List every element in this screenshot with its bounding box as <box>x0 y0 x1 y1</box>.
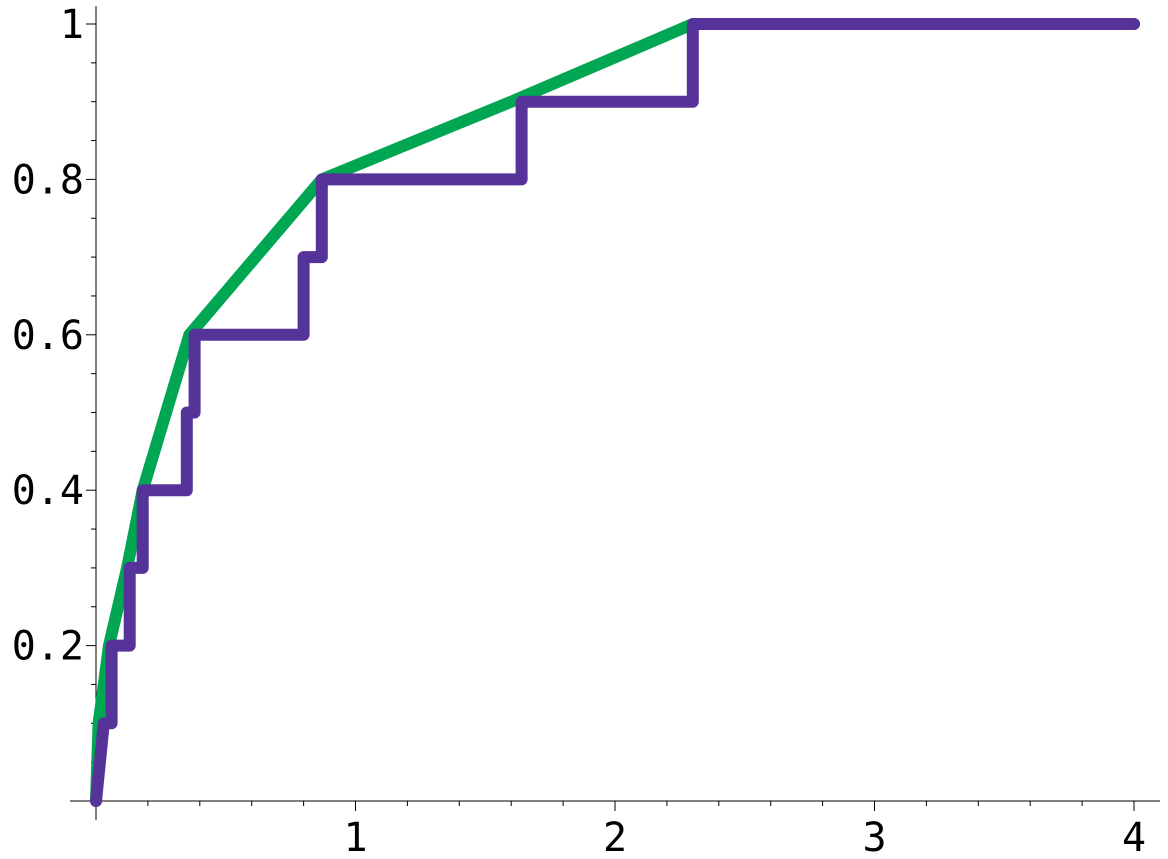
series-layer <box>90 18 1140 807</box>
x-tick-label: 2 <box>603 815 627 859</box>
y-tick-label: 0.4 <box>12 468 84 514</box>
x-tick-label: 4 <box>1122 815 1146 859</box>
purple-step-series-line <box>90 18 1140 807</box>
x-tick-label: 1 <box>343 815 367 859</box>
y-tick-label: 0.8 <box>12 157 84 203</box>
y-tick-label: 1 <box>60 2 84 48</box>
y-tick-label: 0.2 <box>12 624 84 670</box>
y-tick-label: 0.6 <box>12 313 84 359</box>
axes: 1 2 3 4 0.2 0.4 0.6 0.8 1 <box>12 2 1160 859</box>
green-series-line <box>90 18 1140 807</box>
x-tick-label: 3 <box>862 815 886 859</box>
